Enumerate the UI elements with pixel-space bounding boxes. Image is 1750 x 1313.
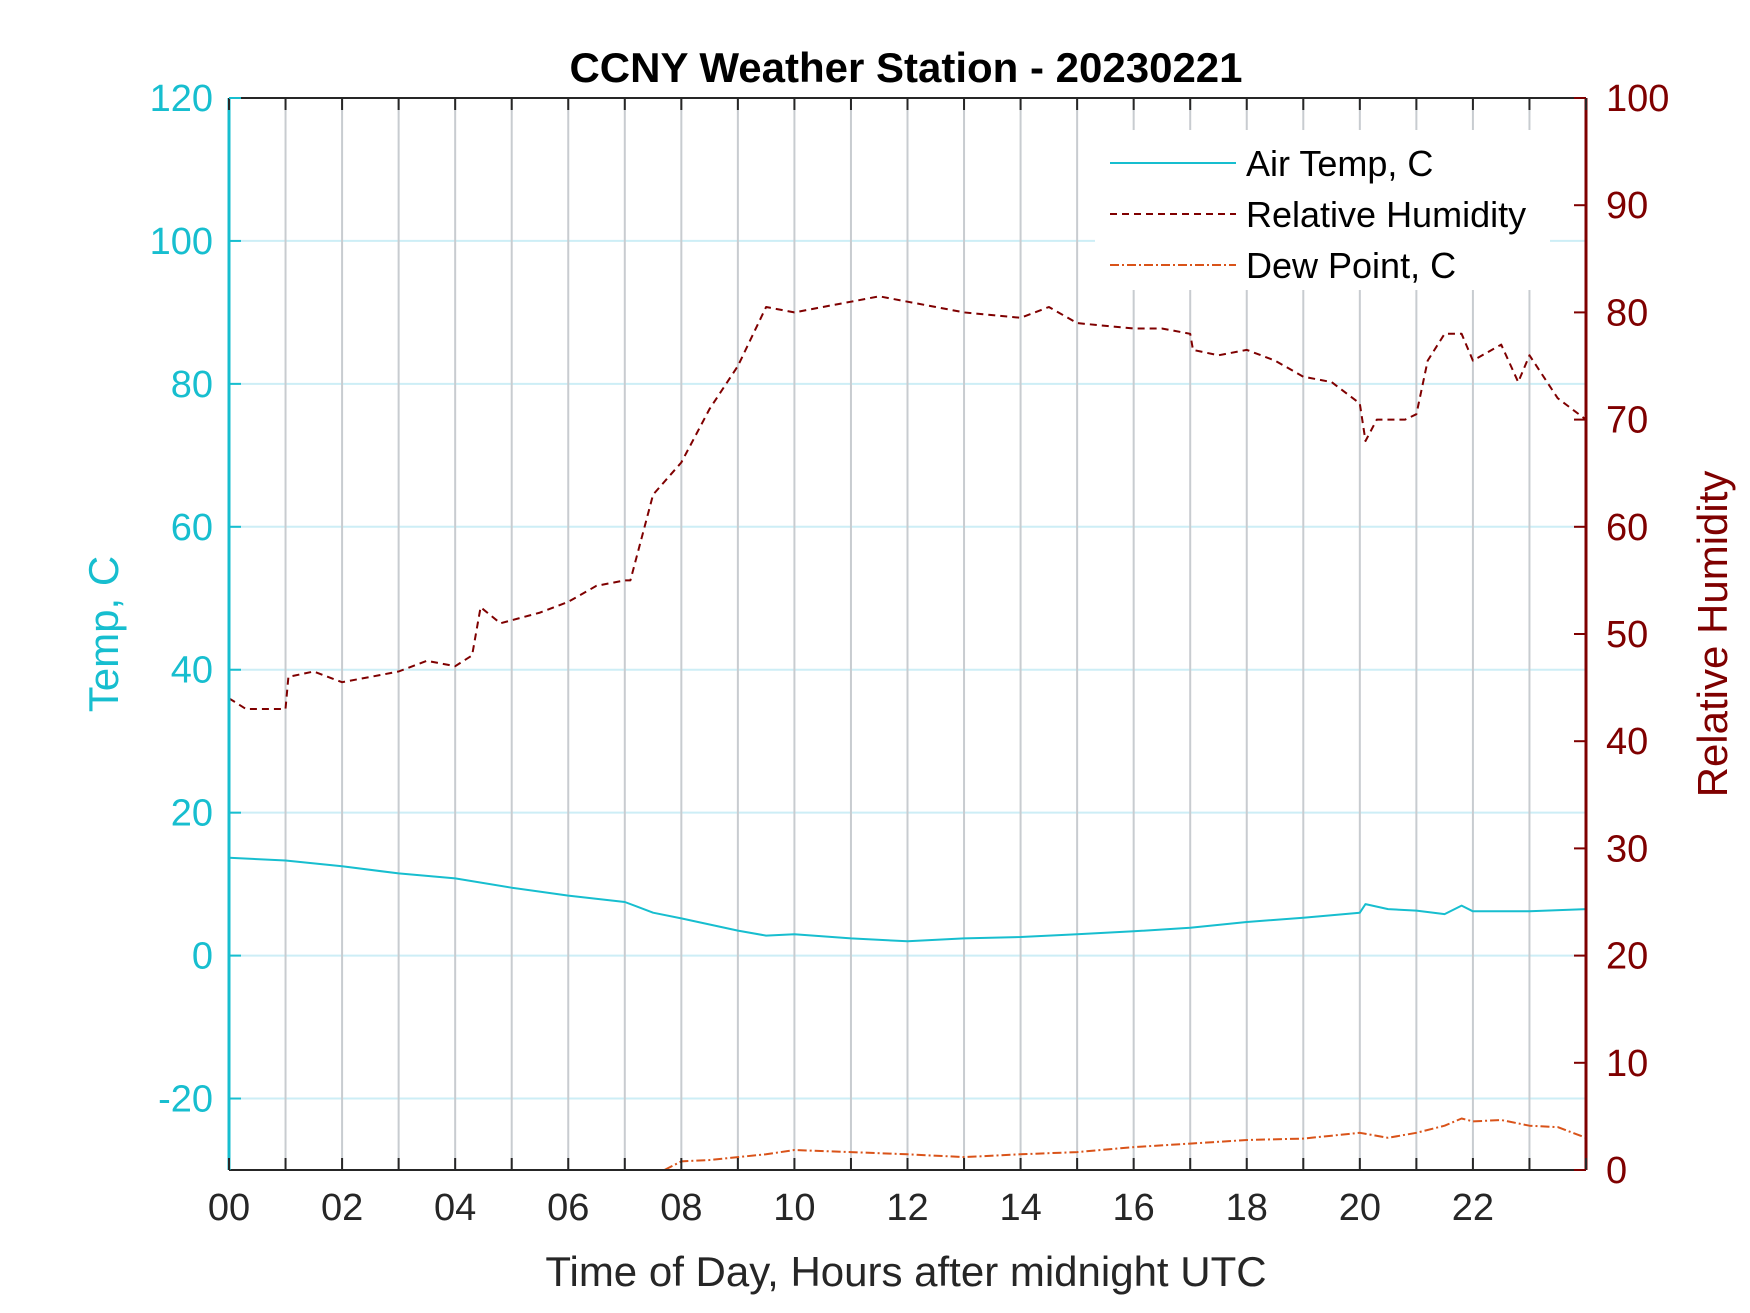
legend: Air Temp, C Relative Humidity Dew Point, C [1095, 130, 1550, 290]
x-tick-label: 10 [773, 1187, 815, 1229]
x-tick-label: 02 [321, 1187, 363, 1229]
x-tick-label: 06 [547, 1187, 589, 1229]
data-lines [228, 295, 1587, 1171]
legend-label: Dew Point, C [1246, 245, 1456, 286]
y-left-tick-label: 120 [150, 78, 213, 120]
grid-lines [229, 98, 1586, 1170]
legend-label: Air Temp, C [1246, 143, 1433, 184]
x-tick-label: 00 [208, 1187, 250, 1229]
y-right-tick-label: 10 [1606, 1043, 1648, 1085]
x-tick-label: 04 [434, 1187, 476, 1229]
series-line-dew-point [663, 1117, 1587, 1171]
y-left-tick-label: 60 [171, 507, 213, 549]
series-line-air-temp [228, 856, 1587, 943]
axes: 00 02 04 06 08 10 12 14 16 18 20 22-200204060801001… [150, 78, 1670, 1229]
y-left-tick-label: 0 [192, 936, 213, 978]
y-right-tick-label: 60 [1606, 507, 1648, 549]
y-right-tick-label: 100 [1606, 78, 1669, 120]
x-tick-label: 16 [1113, 1187, 1155, 1229]
y-right-tick-label: 40 [1606, 721, 1648, 763]
x-tick-label: 22 [1452, 1187, 1494, 1229]
x-tick-label: 12 [886, 1187, 928, 1229]
y-right-tick-label: 80 [1606, 292, 1648, 334]
y-right-tick-label: 30 [1606, 828, 1648, 870]
y-right-tick-label: 0 [1606, 1150, 1627, 1192]
y-left-tick-label: 100 [150, 221, 213, 263]
x-tick-label: 08 [660, 1187, 702, 1229]
legend-label: Relative Humidity [1246, 194, 1526, 235]
y-right-tick-label: 70 [1606, 400, 1648, 442]
y-left-tick-label: 20 [171, 793, 213, 835]
axis-labels: CCNY Weather Station - 20230221 Time of … [80, 44, 1736, 1295]
x-tick-label: 18 [1226, 1187, 1268, 1229]
y-left-tick-label: -20 [158, 1079, 213, 1121]
x-tick-label: 20 [1339, 1187, 1381, 1229]
y-right-tick-label: 50 [1606, 614, 1648, 656]
y-right-tick-label: 20 [1606, 936, 1648, 978]
x-tick-label: 14 [999, 1187, 1041, 1229]
legend-box [1095, 130, 1550, 290]
y-axis-right-label: Relative Humidity [1689, 471, 1736, 798]
series-line-humidity [228, 295, 1587, 710]
y-left-tick-label: 40 [171, 650, 213, 692]
y-left-tick-label: 80 [171, 364, 213, 406]
y-right-tick-label: 90 [1606, 185, 1648, 227]
y-axis-left-label: Temp, C [80, 556, 127, 712]
chart-title: CCNY Weather Station - 20230221 [569, 44, 1242, 91]
x-axis-label: Time of Day, Hours after midnight UTC [545, 1248, 1266, 1295]
